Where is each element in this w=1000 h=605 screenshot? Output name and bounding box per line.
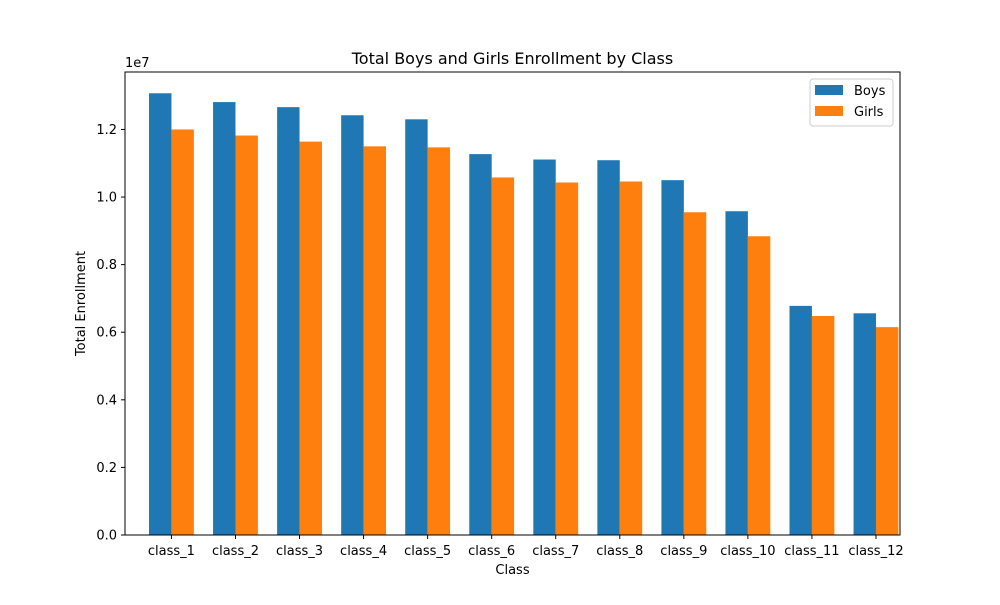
bar-girls-class_5 bbox=[427, 147, 451, 536]
x-tick-label: class_12 bbox=[848, 544, 903, 559]
bar-boys-class_6 bbox=[469, 154, 492, 535]
bar-girls-class_8 bbox=[619, 181, 643, 535]
legend-swatch-boys bbox=[815, 85, 843, 95]
bar-boys-class_11 bbox=[789, 305, 812, 535]
chart-title: Total Boys and Girls Enrollment by Class bbox=[351, 49, 673, 68]
bar-girls-class_10 bbox=[747, 236, 771, 535]
x-tick-label: class_5 bbox=[404, 544, 451, 559]
bar-girls-class_2 bbox=[235, 135, 258, 536]
bar-boys-class_2 bbox=[213, 102, 236, 535]
plot-frame bbox=[124, 71, 901, 536]
x-tick-label: class_4 bbox=[340, 544, 387, 559]
bar-girls-class_11 bbox=[811, 316, 835, 535]
legend-swatch-girls bbox=[815, 106, 843, 116]
y-tick-label: 0.6 bbox=[96, 326, 117, 341]
y-axis-label: Total Enrollment bbox=[74, 251, 89, 357]
bar-boys-class_5 bbox=[405, 119, 428, 535]
legend: Boys Girls bbox=[809, 78, 894, 127]
x-tick-label: class_2 bbox=[212, 544, 259, 559]
bar-boys-class_1 bbox=[149, 93, 172, 535]
bar-girls-class_1 bbox=[171, 129, 194, 535]
x-tick-label: class_3 bbox=[276, 544, 323, 559]
series-girls bbox=[171, 129, 899, 536]
x-tick-label: class_7 bbox=[532, 544, 579, 559]
x-tick-label: class_8 bbox=[596, 544, 643, 559]
y-tick-label: 1.0 bbox=[96, 191, 117, 206]
x-tick-label: class_10 bbox=[720, 544, 775, 559]
y-tick-label: 0.4 bbox=[96, 393, 117, 408]
y-tick-label: 1.2 bbox=[96, 123, 117, 138]
bar-girls-class_3 bbox=[299, 141, 322, 535]
bar-boys-class_3 bbox=[277, 107, 300, 536]
x-tick-label: class_1 bbox=[148, 544, 195, 559]
bars-layer bbox=[149, 93, 899, 536]
bar-girls-class_12 bbox=[875, 327, 899, 535]
x-tick-label: class_6 bbox=[468, 544, 515, 559]
bar-boys-class_4 bbox=[341, 115, 364, 535]
bar-girls-class_4 bbox=[363, 146, 386, 535]
bar-boys-class_7 bbox=[533, 159, 556, 535]
bar-boys-class_10 bbox=[725, 211, 748, 536]
axes-layer: 0.0 0.2 0.4 0.6 0.8 1.0 1.2 class_1 class_2 class… bbox=[96, 71, 904, 559]
x-axis-label: Class bbox=[495, 563, 529, 578]
y-tick-label: 0.0 bbox=[96, 529, 117, 544]
bar-boys-class_9 bbox=[661, 180, 684, 535]
x-tick-label: class_9 bbox=[660, 544, 707, 559]
bar-girls-class_9 bbox=[683, 212, 707, 535]
bar-boys-class_8 bbox=[597, 160, 620, 535]
x-tick-label: class_11 bbox=[784, 544, 839, 559]
series-boys bbox=[149, 93, 876, 536]
y-axis-offset-label: 1e7 bbox=[125, 56, 150, 71]
y-tick-label: 0.8 bbox=[96, 258, 117, 273]
bar-boys-class_12 bbox=[853, 313, 876, 535]
bar-girls-class_6 bbox=[491, 177, 515, 535]
legend-label-girls: Girls bbox=[854, 105, 884, 120]
bar-girls-class_7 bbox=[555, 182, 579, 535]
legend-label-boys: Boys bbox=[854, 84, 886, 99]
y-tick-label: 0.2 bbox=[96, 461, 117, 476]
